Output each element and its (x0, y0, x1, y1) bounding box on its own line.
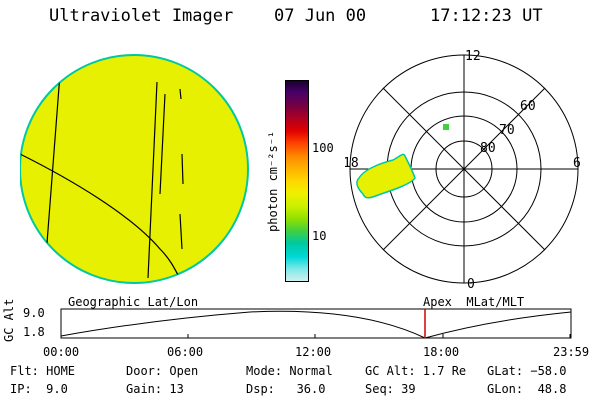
mlat-label-70: 70 (499, 123, 515, 138)
color-scale-gradient (286, 81, 308, 281)
altitude-curve (60, 310, 572, 339)
aurora-spot (443, 124, 449, 130)
mlat-label-80: 80 (480, 141, 496, 156)
colorbar-tick-100: 100 (312, 141, 334, 155)
info-gc-alt: GC Alt: 1.7 Re (365, 364, 467, 378)
earth-disk (20, 54, 249, 284)
color-scale-bar (285, 80, 309, 282)
polar-diagonal-2 (382, 87, 546, 251)
mlt-label-18: 18 (345, 156, 359, 171)
timeline-xtick-0000: 00:00 (43, 345, 80, 359)
info-seq: Seq: 39 (365, 382, 416, 396)
mlat-label-60: 60 (520, 99, 536, 114)
info-ip: IP: 9.0 (10, 382, 68, 396)
aurora-blob (356, 153, 416, 199)
timeline-xtick-1200: 12:00 (295, 345, 332, 359)
geographic-image (20, 54, 249, 284)
geographic-grid-lines (20, 73, 184, 280)
info-dsp: Dsp: 36.0 (246, 382, 326, 396)
timeline-xtick-0600: 06:00 (167, 345, 204, 359)
info-glon: GLon: 48.8 (487, 382, 567, 396)
info-gain: Gain: 13 (126, 382, 184, 396)
info-glat: GLat: −58.0 (487, 364, 567, 378)
timeline-ytick-bottom: 1.8 (23, 325, 45, 339)
mlt-label-6: 6 (573, 156, 581, 171)
polar-plot: 12 18 6 0 60 70 80 (345, 50, 581, 290)
info-mode: Mode: Normal (246, 364, 333, 378)
timeline-right-label: Apex MLat/MLT (423, 295, 525, 309)
date-label: 07 Jun 00 (274, 6, 367, 26)
colorbar-tick-10: 10 (312, 229, 327, 243)
info-flight: Flt: HOME (10, 364, 76, 378)
mlt-label-0: 0 (467, 277, 475, 290)
timeline-xtick-1800: 18:00 (423, 345, 460, 359)
mlt-label-12: 12 (465, 50, 481, 64)
timeline-left-label: Geographic Lat/Lon (68, 295, 199, 309)
app-title: Ultraviolet Imager (49, 6, 234, 26)
altitude-timeline (60, 308, 572, 339)
time-label: 17:12:23 UT (430, 6, 543, 26)
colorbar-unit-label: photon cm⁻²s⁻¹ (266, 130, 280, 232)
timeline-yaxis-title: GC Alt (2, 298, 16, 342)
timeline-frame (60, 308, 572, 339)
timeline-xtick-2359: 23:59 (553, 345, 590, 359)
timeline-ytick-top: 9.0 (23, 306, 45, 320)
info-door: Door: Open (126, 364, 199, 378)
